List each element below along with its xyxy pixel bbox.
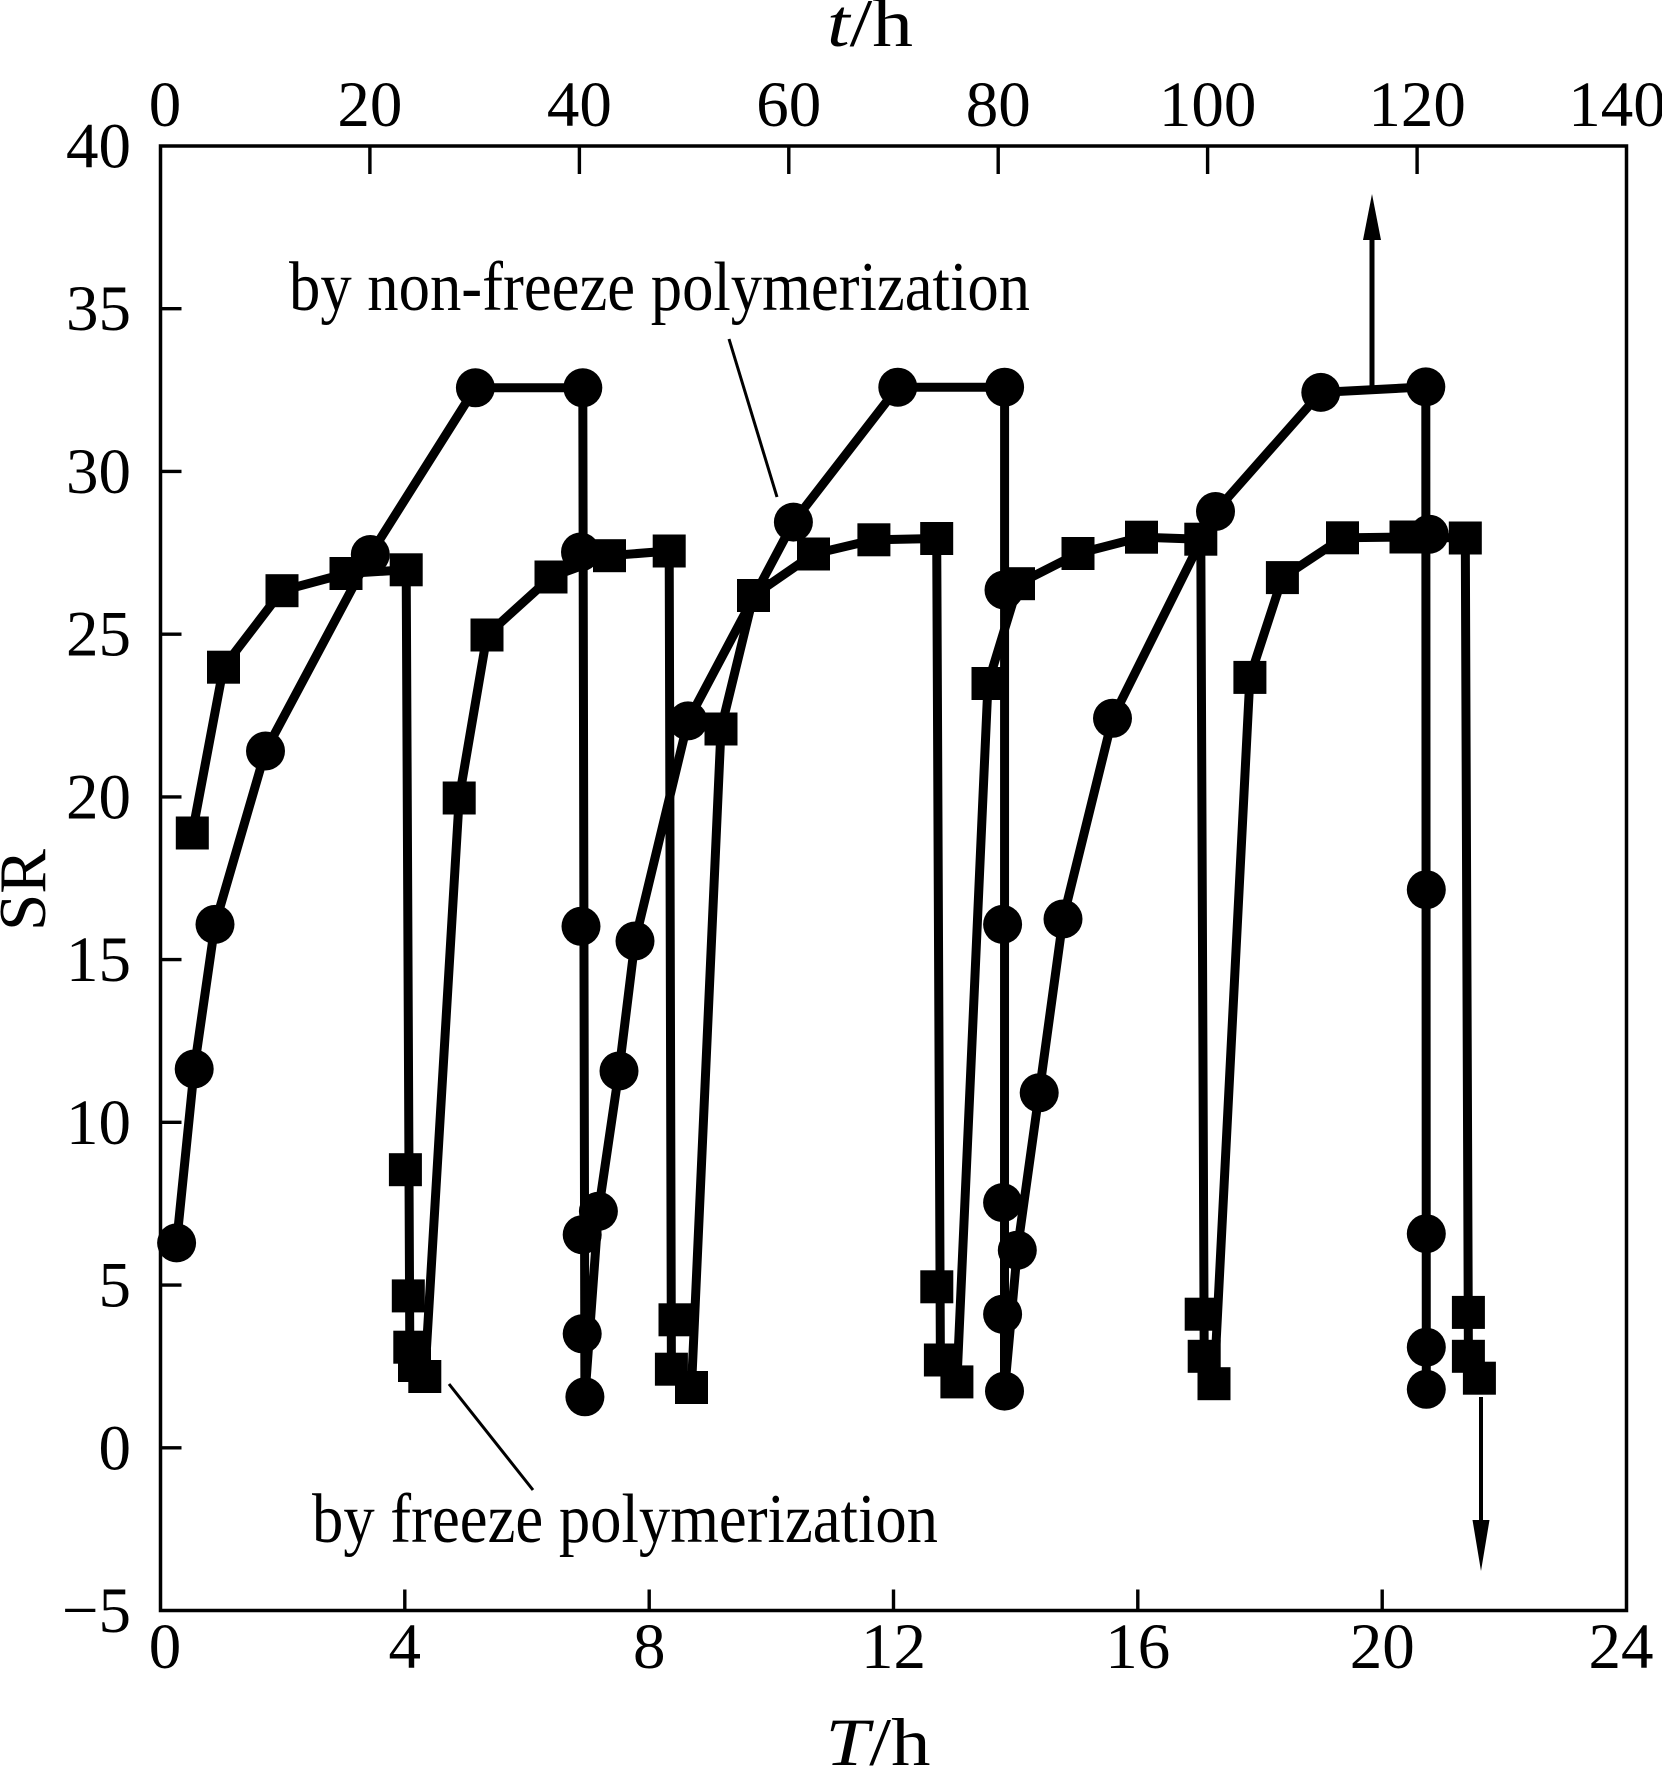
svg-text:40: 40 bbox=[66, 111, 131, 183]
svg-text:0: 0 bbox=[99, 1412, 132, 1484]
svg-text:80: 80 bbox=[966, 69, 1031, 141]
svg-text:10: 10 bbox=[66, 1087, 131, 1159]
svg-text:−5: −5 bbox=[62, 1575, 131, 1647]
svg-text:4: 4 bbox=[389, 1611, 422, 1683]
svg-text:100: 100 bbox=[1159, 69, 1257, 141]
svg-text:40: 40 bbox=[547, 69, 612, 141]
svg-text:SR: SR bbox=[0, 849, 60, 931]
svg-text:20: 20 bbox=[1350, 1611, 1415, 1683]
svg-text:5: 5 bbox=[99, 1250, 132, 1322]
svg-text:0: 0 bbox=[149, 69, 182, 141]
svg-text:25: 25 bbox=[66, 599, 131, 671]
svg-text:120: 120 bbox=[1368, 69, 1466, 141]
svg-text:0: 0 bbox=[149, 1611, 182, 1683]
svg-text:by non-freeze polymerization: by non-freeze polymerization bbox=[289, 249, 1030, 326]
svg-text:60: 60 bbox=[756, 69, 821, 141]
svg-text:140: 140 bbox=[1568, 69, 1662, 141]
svg-text:24: 24 bbox=[1589, 1611, 1654, 1683]
svg-text:8: 8 bbox=[633, 1611, 666, 1683]
svg-text:16: 16 bbox=[1105, 1611, 1170, 1683]
svg-text:12: 12 bbox=[861, 1611, 926, 1683]
svg-text:T/h: T/h bbox=[826, 1704, 931, 1776]
svg-text:20: 20 bbox=[337, 69, 402, 141]
svg-text:35: 35 bbox=[66, 273, 131, 345]
svg-text:15: 15 bbox=[66, 924, 131, 996]
svg-text:30: 30 bbox=[66, 436, 131, 508]
svg-text:t/h: t/h bbox=[827, 0, 913, 61]
svg-text:20: 20 bbox=[66, 761, 131, 833]
svg-text:by freeze polymerization: by freeze polymerization bbox=[312, 1481, 938, 1558]
